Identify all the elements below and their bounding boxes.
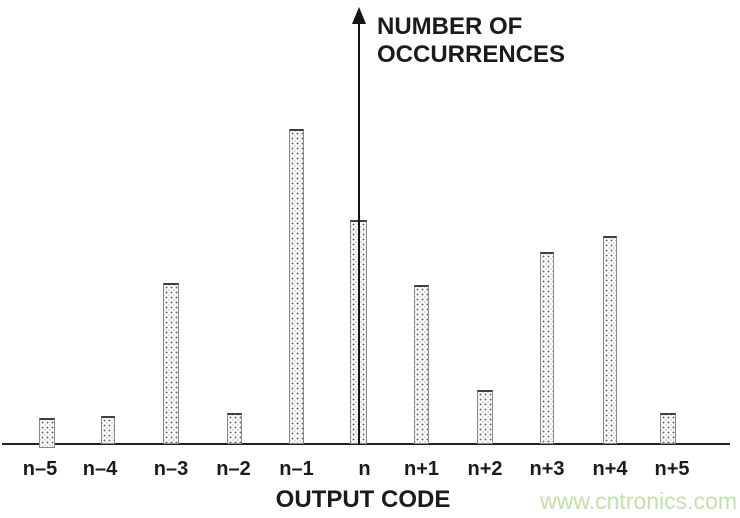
histogram-bar xyxy=(39,418,55,448)
y-axis-line xyxy=(358,20,360,444)
histogram-bar xyxy=(660,413,676,444)
watermark: www.cntronics.com xyxy=(540,488,737,514)
y-axis-arrow-up-icon xyxy=(352,7,366,24)
x-tick-label: n–2 xyxy=(216,458,251,480)
x-tick-label: n–3 xyxy=(153,458,189,480)
x-tick-label: n+3 xyxy=(529,458,565,480)
x-tick-label: n–5 xyxy=(22,458,58,480)
histogram-bar xyxy=(603,236,617,444)
x-tick-label: n+5 xyxy=(654,458,690,480)
x-tick-label: n–4 xyxy=(82,458,118,480)
x-tick-label: n+1 xyxy=(403,458,440,480)
histogram-bar xyxy=(227,413,242,444)
y-axis-label-line2: OCCURRENCES xyxy=(377,41,566,68)
histogram-bar xyxy=(289,129,304,444)
x-tick-label: n xyxy=(358,458,371,480)
histogram-bar xyxy=(477,390,493,444)
y-axis-label-line1: NUMBER OF xyxy=(377,13,523,40)
x-axis-line xyxy=(2,443,730,445)
histogram-bar xyxy=(414,285,429,444)
histogram-bar xyxy=(540,252,554,444)
x-tick-label: n+2 xyxy=(467,458,503,480)
y-axis-label: NUMBER OF OCCURRENCES xyxy=(377,13,565,69)
histogram-bar xyxy=(101,416,115,444)
x-tick-label: n+4 xyxy=(592,458,628,480)
x-tick-label: n–1 xyxy=(279,458,314,480)
histogram-bar xyxy=(163,283,179,444)
x-axis-title: OUTPUT CODE xyxy=(275,486,451,513)
